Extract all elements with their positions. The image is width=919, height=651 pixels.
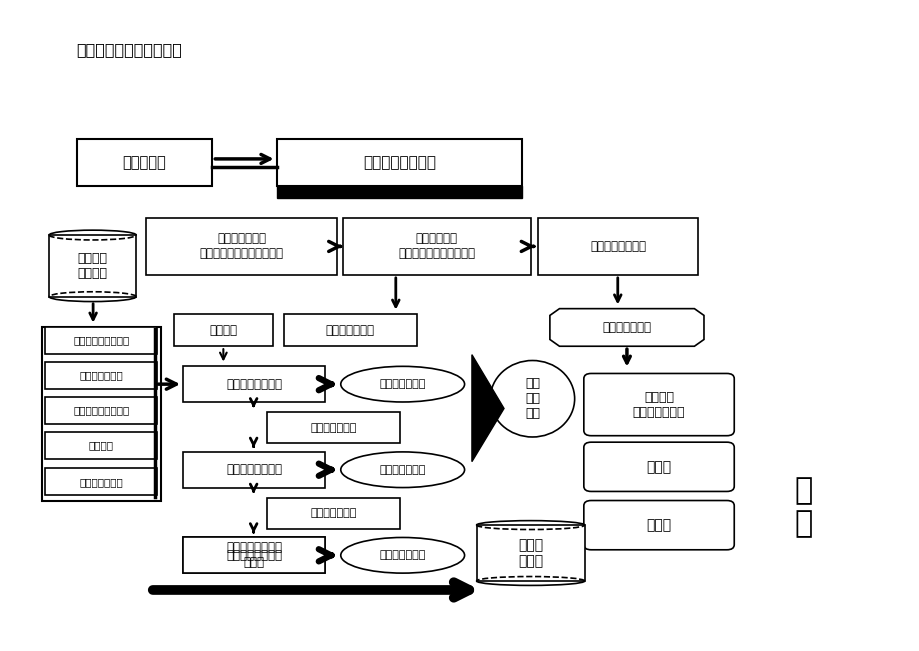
FancyBboxPatch shape: [183, 538, 324, 573]
Text: 导入系统：如薪酬: 导入系统：如薪酬: [226, 464, 282, 477]
FancyBboxPatch shape: [284, 314, 416, 346]
FancyBboxPatch shape: [45, 362, 157, 389]
Text: 第二步：改革
储备、导入、培训、淘汰: 第二步：改革 储备、导入、培训、淘汰: [398, 232, 474, 260]
Text: 自我诊断与修订: 自我诊断与修订: [602, 321, 651, 334]
FancyBboxPatch shape: [584, 501, 733, 550]
Bar: [41, 327, 161, 501]
FancyBboxPatch shape: [45, 327, 157, 354]
FancyBboxPatch shape: [476, 525, 584, 581]
FancyBboxPatch shape: [76, 139, 212, 186]
Text: 导入系统：如财务: 导入系统：如财务: [226, 378, 282, 391]
Text: 第三步：形成文化: 第三步：形成文化: [590, 240, 645, 253]
FancyBboxPatch shape: [584, 374, 733, 436]
Text: 华
鸿: 华 鸿: [794, 476, 812, 538]
FancyBboxPatch shape: [584, 442, 733, 492]
Ellipse shape: [340, 452, 464, 488]
Text: 面对公司
决定改革: 面对公司 决定改革: [77, 252, 108, 280]
FancyBboxPatch shape: [342, 218, 530, 275]
Text: 招聘与储备人才: 招聘与储备人才: [325, 324, 374, 337]
Bar: [277, 186, 522, 198]
FancyBboxPatch shape: [183, 452, 324, 488]
Text: 制订个性化实效方案: 制订个性化实效方案: [74, 406, 130, 415]
Text: 调查与分析企业: 调查与分析企业: [79, 370, 123, 380]
FancyBboxPatch shape: [267, 498, 400, 529]
Text: 改革：体系化建设: 改革：体系化建设: [363, 156, 436, 171]
Ellipse shape: [340, 367, 464, 402]
FancyBboxPatch shape: [45, 468, 157, 495]
Text: 淘汰：人，制度: 淘汰：人，制度: [379, 550, 425, 561]
Text: 组织系统导入总体流程：: 组织系统导入总体流程：: [76, 42, 182, 57]
FancyBboxPatch shape: [267, 412, 400, 443]
FancyBboxPatch shape: [183, 367, 324, 402]
FancyBboxPatch shape: [277, 139, 522, 186]
Text: 具有修订的能力: 具有修订的能力: [79, 477, 123, 487]
FancyBboxPatch shape: [183, 538, 324, 573]
Text: 整合理论并掌握理论: 整合理论并掌握理论: [74, 335, 130, 346]
Text: 导入系统：如绩效: 导入系统：如绩效: [226, 549, 282, 562]
Ellipse shape: [490, 361, 574, 437]
Text: 淘汰：人，制度: 淘汰：人，制度: [379, 465, 425, 475]
FancyBboxPatch shape: [538, 218, 698, 275]
Text: 淘汰：人，制度: 淘汰：人，制度: [379, 379, 425, 389]
Text: 第一步：整合：
系统体系、支持者、实施者: 第一步：整合： 系统体系、支持者、实施者: [199, 232, 283, 260]
Text: 招聘与储备人才: 招聘与储备人才: [311, 423, 357, 433]
Text: 心态管理: 心态管理: [210, 324, 237, 337]
Text: 重复
左边
步骤: 重复 左边 步骤: [525, 377, 539, 421]
Ellipse shape: [340, 538, 464, 573]
Text: 招聘与储备人才: 招聘与储备人才: [311, 508, 357, 518]
FancyBboxPatch shape: [45, 397, 157, 424]
Polygon shape: [550, 309, 703, 346]
Text: 文化期: 文化期: [646, 518, 671, 532]
FancyBboxPatch shape: [45, 432, 157, 459]
FancyBboxPatch shape: [49, 235, 136, 297]
Text: 形成制度: 形成制度: [89, 441, 114, 450]
Text: 改革期：
形式期、行事期: 改革期： 形式期、行事期: [632, 391, 685, 419]
Polygon shape: [471, 355, 504, 462]
Text: 导入系统：如财务
如绩效: 导入系统：如财务 如绩效: [226, 541, 282, 569]
Text: 愿景与目标: 愿景与目标: [122, 156, 166, 171]
FancyBboxPatch shape: [174, 314, 273, 346]
Text: 诞生全
新公司: 诞生全 新公司: [517, 538, 542, 568]
Text: 习惯期: 习惯期: [646, 460, 671, 474]
FancyBboxPatch shape: [146, 218, 336, 275]
